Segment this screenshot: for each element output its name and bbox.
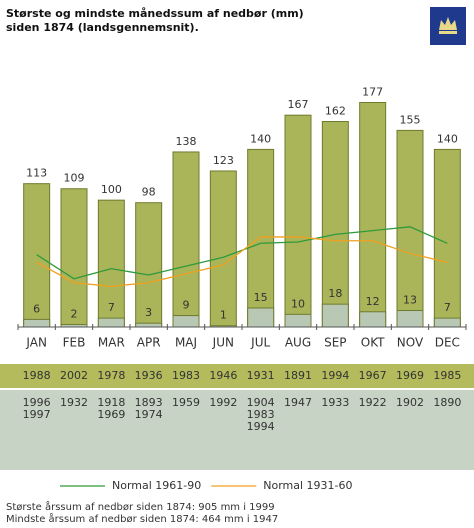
x-tick-label: JAN <box>25 336 47 350</box>
min-year: 1890 <box>433 396 461 409</box>
min-year: 1902 <box>396 396 424 409</box>
max-year: 1985 <box>433 369 461 382</box>
min-years-band <box>0 390 474 470</box>
bar <box>321 303 349 328</box>
x-tick-label: JUL <box>250 336 270 350</box>
bar <box>396 310 424 328</box>
bar <box>209 170 237 328</box>
legend-label: Normal 1931-60 <box>263 479 352 492</box>
value-label: 98 <box>142 186 156 199</box>
bar <box>396 129 424 328</box>
value-label: 138 <box>176 135 197 148</box>
min-year: 1922 <box>359 396 387 409</box>
min-year: 1969 <box>97 408 125 421</box>
x-tick-label: MAJ <box>175 336 197 350</box>
note: Største årssum af nedbør siden 1874: 905… <box>6 500 275 513</box>
bar <box>97 317 125 328</box>
bar <box>60 188 88 328</box>
legend-label: Normal 1961-90 <box>112 479 201 492</box>
x-tick-label: OKT <box>361 336 385 350</box>
x-tick-label: DEC <box>435 336 460 350</box>
min-year: 1932 <box>60 396 88 409</box>
value-label: 7 <box>108 301 115 314</box>
value-label: 13 <box>403 294 417 307</box>
x-tick-label: FEB <box>63 336 86 350</box>
min-year: 1974 <box>135 408 163 421</box>
value-label: 15 <box>254 291 268 304</box>
bar <box>284 313 312 328</box>
max-year: 1931 <box>247 369 275 382</box>
value-label: 9 <box>183 299 190 312</box>
min-year: 1996 <box>23 396 51 409</box>
bar <box>359 311 387 328</box>
min-year: 1947 <box>284 396 312 409</box>
value-label: 140 <box>437 132 458 145</box>
value-label: 167 <box>288 98 309 111</box>
bar <box>433 317 461 328</box>
bar <box>172 315 200 328</box>
note: Mindste årssum af nedbør siden 1874: 464… <box>6 512 278 525</box>
value-label: 109 <box>64 172 85 185</box>
max-year: 1994 <box>321 369 349 382</box>
x-tick-label: JUN <box>212 336 234 350</box>
max-year: 1983 <box>172 369 200 382</box>
bar <box>359 101 387 328</box>
max-year: 1936 <box>135 369 163 382</box>
value-label: 2 <box>71 307 78 320</box>
value-label: 113 <box>26 167 47 180</box>
min-year: 1994 <box>247 420 275 433</box>
bar <box>23 183 51 328</box>
bar <box>284 114 312 328</box>
bar <box>247 307 275 328</box>
max-year: 1967 <box>359 369 387 382</box>
min-year: 1918 <box>97 396 125 409</box>
min-year: 1983 <box>247 408 275 421</box>
min-year: 1997 <box>23 408 51 421</box>
x-tick-label: NOV <box>397 336 424 350</box>
value-label: 140 <box>250 132 271 145</box>
x-tick-label: MAR <box>98 336 125 350</box>
value-label: 3 <box>145 306 152 319</box>
min-year: 1893 <box>135 396 163 409</box>
value-label: 1 <box>220 309 227 322</box>
x-tick-label: APR <box>137 336 161 350</box>
max-year: 1988 <box>23 369 51 382</box>
value-label: 7 <box>444 301 451 314</box>
value-label: 123 <box>213 154 234 167</box>
max-year: 1891 <box>284 369 312 382</box>
max-years-band <box>0 364 474 388</box>
value-label: 162 <box>325 105 346 118</box>
max-year: 1969 <box>396 369 424 382</box>
bar <box>135 322 163 328</box>
max-year: 1946 <box>209 369 237 382</box>
bar <box>23 318 51 328</box>
x-tick-label: SEP <box>324 336 346 350</box>
value-label: 10 <box>291 297 305 310</box>
bar <box>321 121 349 328</box>
value-label: 6 <box>33 302 40 315</box>
logo <box>430 7 466 45</box>
min-year: 1992 <box>209 396 237 409</box>
value-label: 12 <box>366 295 380 308</box>
value-label: 18 <box>328 287 342 300</box>
normal-line <box>36 236 448 288</box>
value-label: 100 <box>101 183 122 196</box>
value-label: 177 <box>362 85 383 98</box>
min-year: 1904 <box>247 396 275 409</box>
min-year: 1933 <box>321 396 349 409</box>
max-year: 1978 <box>97 369 125 382</box>
min-year: 1959 <box>172 396 200 409</box>
chart-title: siden 1874 (landsgennemsnit). <box>6 21 199 34</box>
x-tick-label: AUG <box>285 336 311 350</box>
bar <box>433 148 461 328</box>
chart-title: Største og mindste månedssum af nedbør (… <box>6 7 304 20</box>
value-label: 155 <box>400 113 421 126</box>
max-year: 2002 <box>60 369 88 382</box>
